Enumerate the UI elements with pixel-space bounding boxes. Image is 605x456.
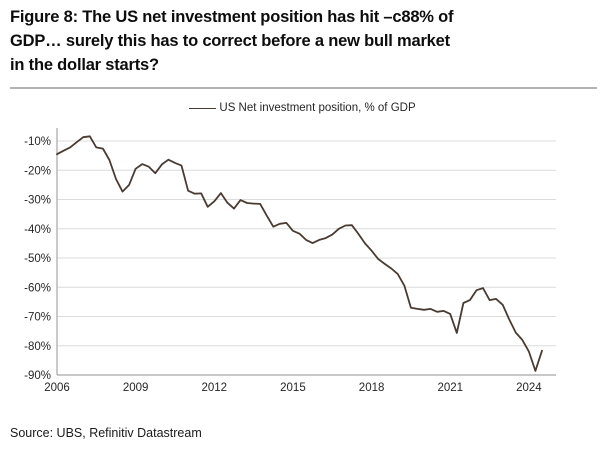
y-tick-label: -40% bbox=[24, 224, 51, 236]
x-tick-label: 2021 bbox=[437, 382, 463, 394]
y-tick-label: -70% bbox=[24, 312, 51, 324]
x-tick-label: 2024 bbox=[516, 382, 542, 394]
gridlines bbox=[57, 140, 556, 347]
y-tick-label: -20% bbox=[24, 165, 51, 177]
y-tick-label: -30% bbox=[24, 195, 51, 207]
title-divider-rule bbox=[10, 87, 597, 89]
y-tick-label: -60% bbox=[24, 282, 51, 294]
figure-title-line-3: in the dollar starts? bbox=[10, 56, 159, 74]
y-axis-labels: -10% -20% -30% -40% -50% -60% -70% -80% -90% bbox=[24, 136, 51, 382]
x-axis-labels: 2006 2009 2012 2015 2018 2021 2024 bbox=[44, 382, 542, 394]
legend-line-swatch bbox=[189, 107, 217, 109]
x-tick-label: 2009 bbox=[123, 382, 149, 394]
x-tick-label: 2006 bbox=[44, 382, 70, 394]
x-tick-label: 2018 bbox=[359, 382, 385, 394]
source-note: Source: UBS, Refinitiv Datastream bbox=[10, 426, 202, 440]
x-tick-label: 2012 bbox=[202, 382, 228, 394]
figure-title: Figure 8: The US net investment position… bbox=[10, 5, 602, 77]
niip-series-line bbox=[56, 135, 543, 372]
x-tick-label: 2015 bbox=[280, 382, 306, 394]
y-tick-label: -10% bbox=[24, 136, 51, 148]
legend-label: US Net investment position, % of GDP bbox=[219, 102, 416, 114]
y-tick-label: -80% bbox=[24, 341, 51, 353]
y-tick-label: -50% bbox=[24, 253, 51, 265]
y-tick-label: -90% bbox=[24, 370, 51, 382]
figure-title-line-2: GDP… surely this has to correct before a… bbox=[10, 32, 450, 50]
chart-legend: US Net investment position, % of GDP bbox=[0, 102, 605, 114]
figure-title-line-1: Figure 8: The US net investment position… bbox=[10, 8, 454, 26]
